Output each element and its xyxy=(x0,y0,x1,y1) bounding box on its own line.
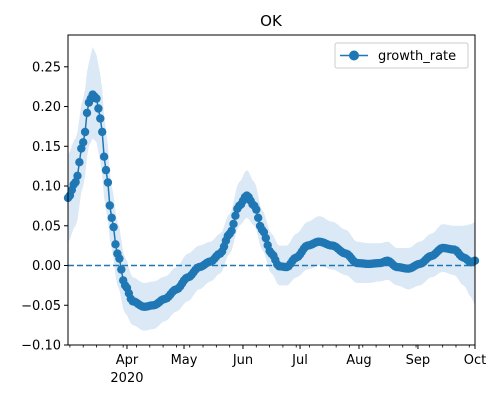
data-point xyxy=(107,213,116,222)
data-point xyxy=(105,201,115,210)
y-tick-label: 0.05 xyxy=(32,219,61,234)
y-tick-label: 0.20 xyxy=(32,100,61,115)
data-point xyxy=(98,127,107,137)
data-point xyxy=(71,177,80,187)
plot-area: −0.10 −0.05 0.00 0.05 0.10 0.15 0.20 0.25 Apr 202… xyxy=(21,34,486,386)
y-tick-label: 0.00 xyxy=(32,259,61,274)
x-tick-label: Sep xyxy=(406,353,431,368)
y-tick-label: −0.10 xyxy=(21,339,61,354)
data-point xyxy=(227,226,236,235)
x-tick-sublabel: 2020 xyxy=(110,371,143,386)
data-point xyxy=(231,211,240,220)
data-point xyxy=(101,165,111,175)
x-tick-label: Aug xyxy=(346,353,371,368)
x-tick-label: Oct xyxy=(464,353,486,368)
data-point xyxy=(103,178,113,187)
x-tick-label: May xyxy=(171,353,198,368)
y-tick-label: 0.10 xyxy=(32,180,61,195)
data-point xyxy=(80,127,90,137)
data-point xyxy=(261,233,270,243)
x-tick-label: Jun xyxy=(232,353,253,368)
legend-box xyxy=(334,42,469,69)
y-tick-label: 0.15 xyxy=(32,140,61,155)
data-point xyxy=(82,108,92,118)
legend: growth_rate xyxy=(334,42,469,69)
data-point xyxy=(73,171,82,180)
y-tick-label: 0.25 xyxy=(32,60,61,75)
data-point xyxy=(109,222,118,232)
x-tick-label: Jul xyxy=(291,353,308,368)
data-point xyxy=(115,254,124,263)
data-point xyxy=(96,114,105,123)
chart-title: OK xyxy=(260,12,283,30)
data-point xyxy=(254,213,263,222)
data-point xyxy=(99,152,109,161)
y-tick-label: −0.05 xyxy=(21,299,61,314)
data-point xyxy=(229,219,238,229)
x-tick-label: Apr xyxy=(116,353,139,368)
data-point xyxy=(111,240,120,249)
data-point xyxy=(94,104,103,113)
axes-frame xyxy=(67,34,476,346)
data-point xyxy=(92,94,101,103)
data-point xyxy=(75,158,84,167)
legend-marker-dot xyxy=(349,50,359,61)
data-point xyxy=(117,265,126,274)
data-point xyxy=(79,138,88,147)
legend-label-growth-rate: growth_rate xyxy=(378,49,456,64)
data-point xyxy=(252,205,261,214)
